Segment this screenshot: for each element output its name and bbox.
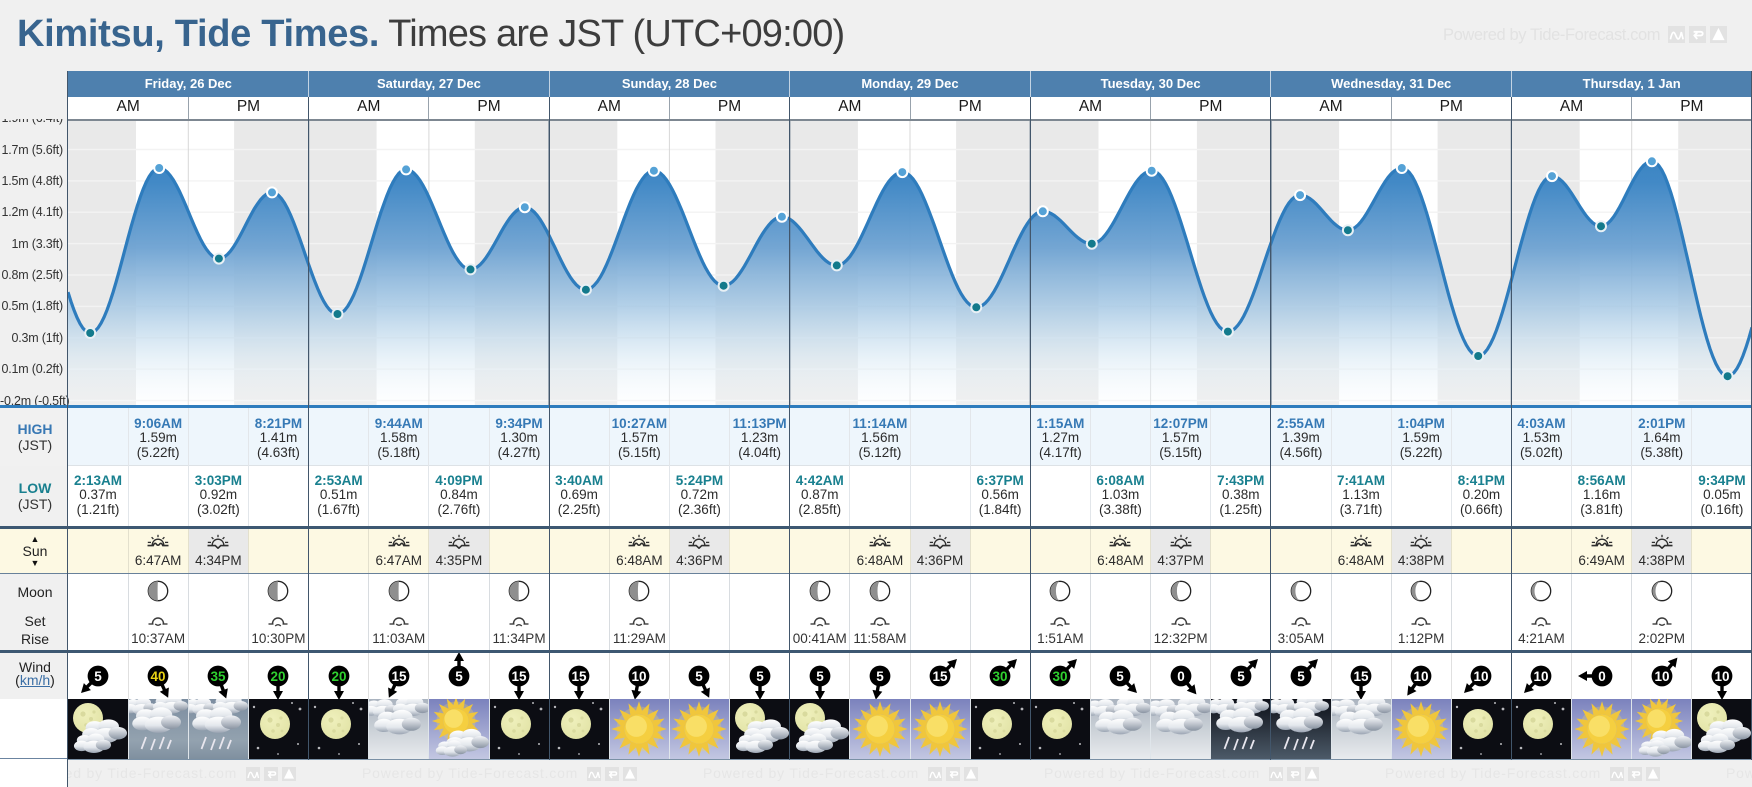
svg-text:10: 10 — [1414, 669, 1429, 684]
svg-text:15: 15 — [1354, 669, 1370, 684]
svg-text:0: 0 — [1598, 669, 1606, 684]
svg-text:35: 35 — [211, 669, 227, 684]
svg-text:10: 10 — [1474, 669, 1489, 684]
svg-text:5: 5 — [1237, 669, 1245, 684]
svg-text:10: 10 — [1534, 669, 1549, 684]
svg-text:10: 10 — [632, 669, 647, 684]
svg-text:30: 30 — [1053, 669, 1068, 684]
svg-text:15: 15 — [512, 669, 528, 684]
svg-text:5: 5 — [455, 669, 463, 684]
svg-text:5: 5 — [94, 669, 102, 684]
svg-text:5: 5 — [1117, 669, 1125, 684]
svg-text:15: 15 — [933, 669, 949, 684]
svg-text:10: 10 — [1654, 669, 1669, 684]
svg-text:15: 15 — [572, 669, 588, 684]
svg-text:0: 0 — [1177, 669, 1185, 684]
svg-text:40: 40 — [151, 669, 166, 684]
svg-text:20: 20 — [331, 669, 346, 684]
svg-text:5: 5 — [816, 669, 824, 684]
svg-text:5: 5 — [876, 669, 884, 684]
svg-text:5: 5 — [696, 669, 704, 684]
svg-text:15: 15 — [391, 669, 407, 684]
svg-text:30: 30 — [993, 669, 1008, 684]
svg-text:20: 20 — [271, 669, 286, 684]
svg-text:10: 10 — [1714, 669, 1729, 684]
svg-text:5: 5 — [1297, 669, 1305, 684]
svg-text:5: 5 — [756, 669, 764, 684]
